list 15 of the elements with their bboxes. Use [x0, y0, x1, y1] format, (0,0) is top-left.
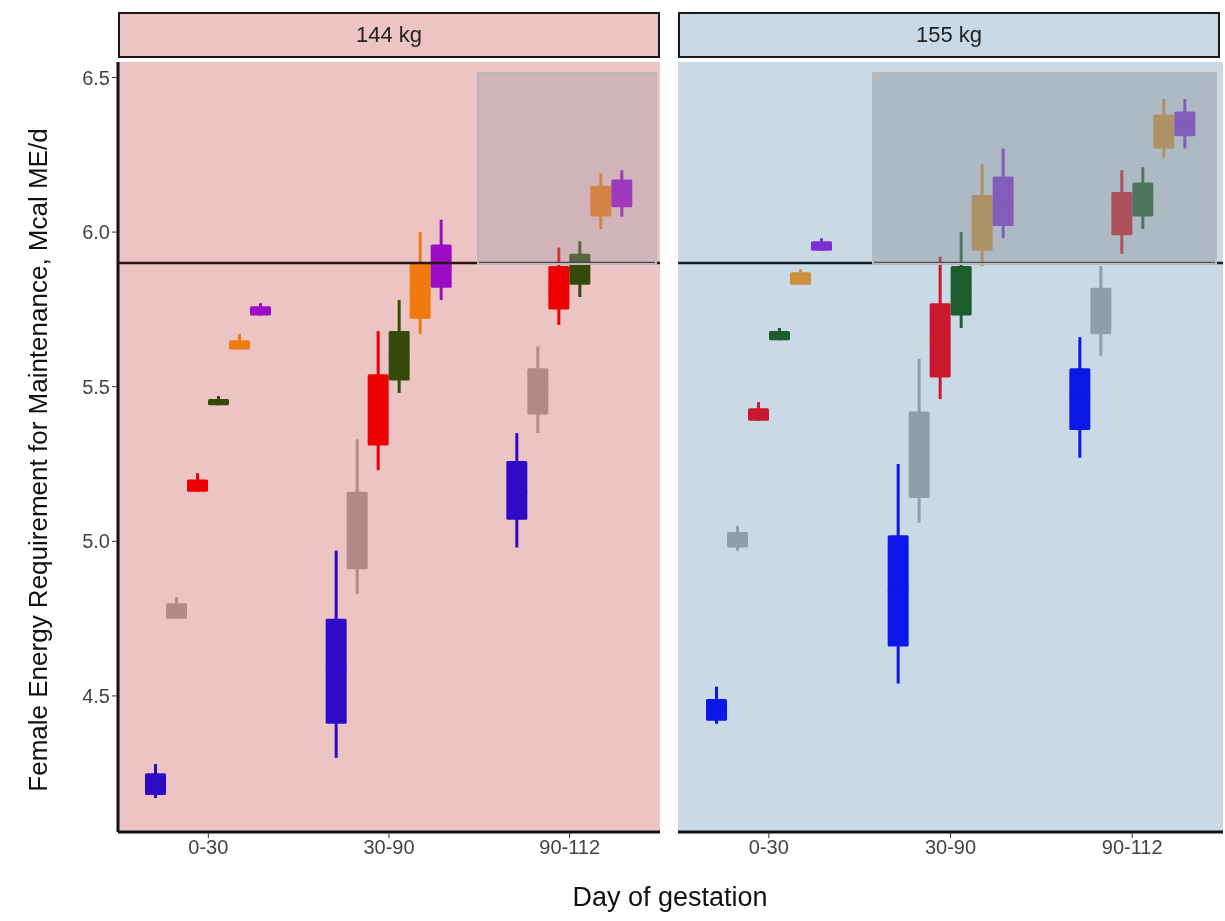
- y-tick-label: 5.0: [82, 530, 110, 553]
- x-tick-label: 0-30: [748, 836, 789, 859]
- y-axis-title: Female Energy Requirement for Maintenance, Mcal ME/d: [22, 128, 54, 792]
- x-tick-label: 90-112: [1101, 836, 1163, 859]
- x-axis-title: Day of gestation: [571, 882, 769, 913]
- chart-title: 144 kg: [355, 22, 423, 48]
- x-tick-label: 90-112: [539, 836, 601, 859]
- y-tick-label: 6.5: [82, 66, 110, 89]
- y-tick-label: 6.0: [82, 221, 110, 244]
- x-tick-label: 30-90: [363, 836, 415, 859]
- chart-title: 155 kg: [915, 22, 983, 48]
- y-tick-label: 4.5: [82, 685, 110, 708]
- x-tick-label: 0-30: [188, 836, 229, 859]
- y-tick-label: 5.5: [82, 375, 110, 398]
- x-tick-label: 30-90: [924, 836, 977, 859]
